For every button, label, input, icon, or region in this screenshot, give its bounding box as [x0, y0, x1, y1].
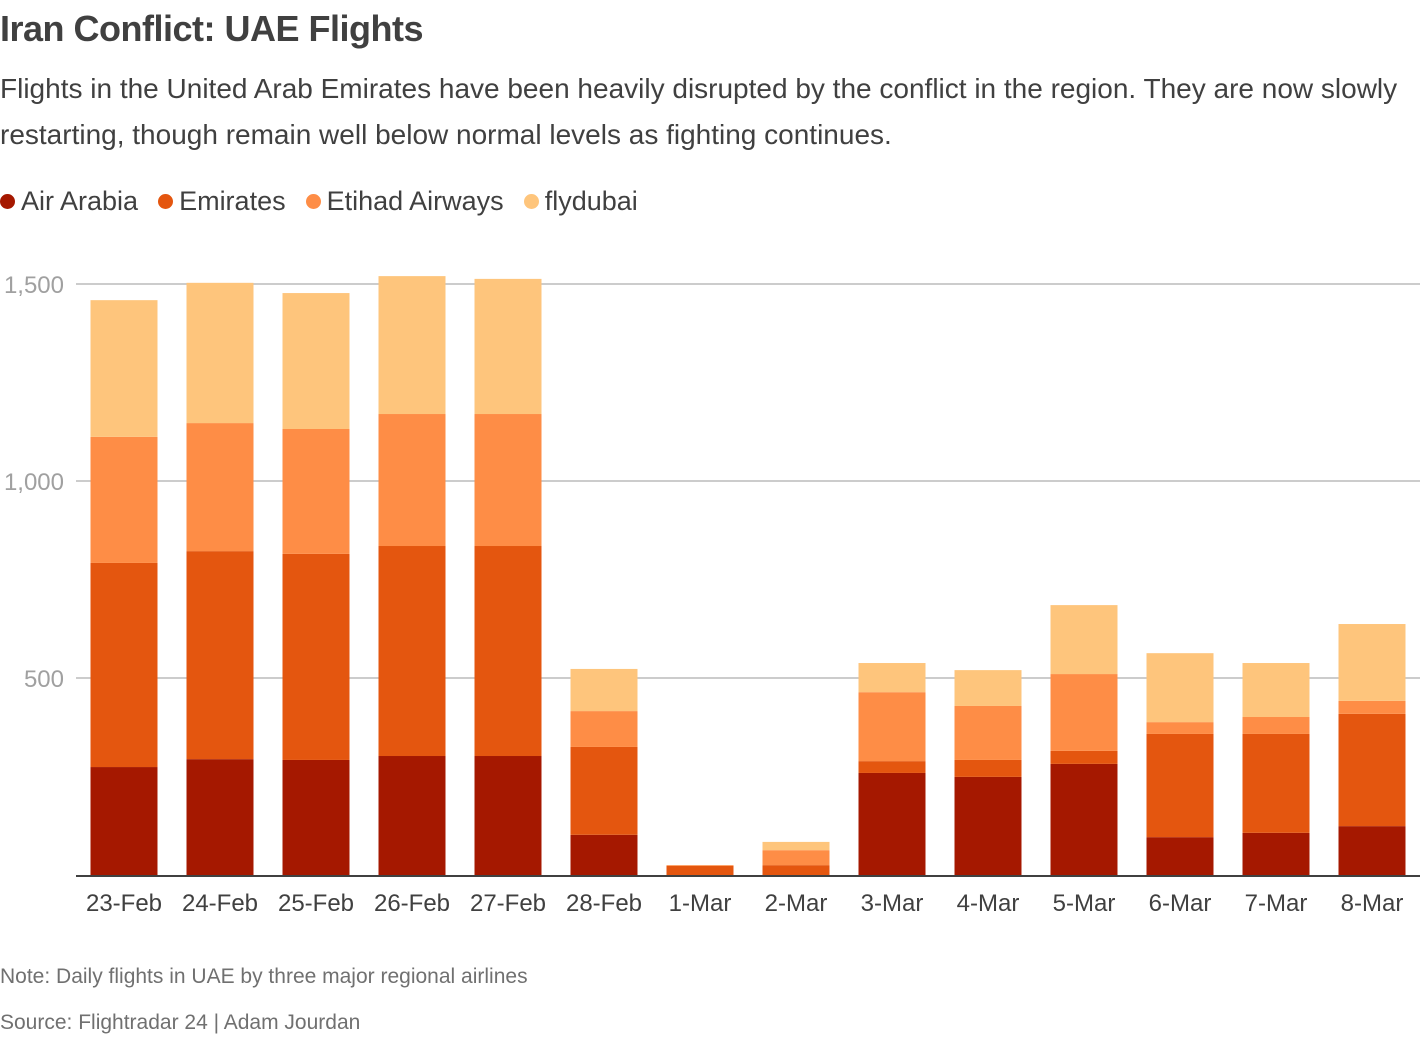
x-tick-label: 26-Feb: [374, 890, 450, 917]
bar-segment-air-arabia: [1338, 826, 1406, 875]
bar-segment-emirates: [1242, 733, 1310, 833]
bar-segment-flydubai: [1338, 624, 1406, 701]
bar-segment-flydubai: [858, 663, 926, 693]
bar-segment-flydubai: [186, 282, 254, 424]
legend-label: Air Arabia: [21, 186, 139, 216]
bar-segment-emirates: [858, 761, 926, 773]
x-tick-label: 27-Feb: [470, 890, 546, 917]
bar-segment-etihad-airways: [1050, 674, 1118, 751]
bar-segment-flydubai: [1050, 605, 1118, 675]
legend-item: Air Arabia: [0, 186, 138, 217]
chart-subtitle: Flights in the United Arab Emirates have…: [0, 73, 1398, 150]
bar-segment-flydubai: [90, 300, 158, 437]
bar-segment-etihad-airways: [570, 711, 638, 747]
bar-segment-emirates: [90, 562, 158, 768]
x-tick-label: 3-Mar: [861, 890, 924, 917]
bar-segment-etihad-airways: [474, 414, 542, 547]
bar-segment-emirates: [762, 865, 830, 875]
x-tick-label: 8-Mar: [1341, 890, 1404, 917]
stacked-bar-chart: 500 1,000 1,500 23-Feb 24-Feb 25-Feb 26-Feb 27-…: [4, 272, 1420, 917]
bar-segment-etihad-airways: [282, 428, 350, 554]
legend-item: Etihad Airways: [305, 186, 504, 217]
bar-segment-flydubai: [570, 668, 638, 712]
bar-segment-etihad-airways: [954, 705, 1022, 760]
bar-segment-air-arabia: [1146, 837, 1214, 875]
legend-label: Emirates: [179, 186, 286, 216]
bar-segment-etihad-airways: [762, 850, 830, 866]
bar-segment-emirates: [474, 546, 542, 757]
x-tick-label: 5-Mar: [1053, 890, 1116, 917]
y-tick-label: 1,000: [4, 469, 64, 496]
x-tick-label: 4-Mar: [957, 890, 1020, 917]
x-tick-label: 2-Mar: [765, 890, 828, 917]
bar-segment-etihad-airways: [1338, 700, 1406, 714]
bar-segment-flydubai: [474, 278, 542, 415]
y-tick-label: 500: [24, 666, 64, 693]
legend-label: flydubai: [544, 186, 638, 216]
x-tick-label: 7-Mar: [1245, 890, 1308, 917]
chart-source: Source: Flightradar 24 | Adam Jourdan: [0, 1011, 361, 1034]
x-tick-label: 25-Feb: [278, 890, 354, 917]
legend-dot-icon: [523, 194, 539, 209]
chart-note: Note: Daily flights in UAE by three majo…: [0, 965, 528, 988]
bar-segment-emirates: [186, 551, 254, 760]
x-tick-label: 24-Feb: [182, 890, 258, 917]
x-tick-label: 23-Feb: [86, 890, 162, 917]
bar-segment-etihad-airways: [1146, 722, 1214, 734]
bar-segment-emirates: [570, 746, 638, 835]
bar-segment-emirates: [1338, 713, 1406, 827]
bar-segment-air-arabia: [282, 759, 350, 875]
legend-dot-icon: [305, 194, 321, 209]
bar-segment-emirates: [378, 546, 446, 757]
bar-segment-air-arabia: [1050, 763, 1118, 875]
bar-segment-etihad-airways: [378, 414, 446, 547]
bar-segment-air-arabia: [1242, 832, 1310, 875]
bar-segment-air-arabia: [90, 767, 158, 875]
x-tick-label: 28-Feb: [566, 890, 642, 917]
bar-segment-etihad-airways: [666, 865, 734, 866]
bar-segment-etihad-airways: [186, 423, 254, 552]
bar-segment-flydubai: [954, 670, 1022, 706]
x-tick-label: 1-Mar: [669, 890, 732, 917]
bar-segment-etihad-airways: [90, 436, 158, 563]
bar-segment-emirates: [1050, 750, 1118, 764]
bar-segment-air-arabia: [378, 756, 446, 875]
bar-segment-air-arabia: [570, 834, 638, 875]
bar-segment-emirates: [282, 553, 350, 760]
legend-dot-icon: [158, 194, 174, 209]
bar-segment-flydubai: [282, 293, 350, 429]
legend-dot-icon: [0, 194, 15, 209]
legend: Air Arabia Emirates Etihad Airways flydubai: [0, 186, 658, 217]
bar-segment-flydubai: [1146, 653, 1214, 723]
bar-segment-emirates: [954, 759, 1022, 777]
legend-item: flydubai: [523, 186, 638, 217]
x-tick-label: 6-Mar: [1149, 890, 1212, 917]
legend-label: Etihad Airways: [326, 186, 504, 216]
bar-segment-etihad-airways: [1242, 717, 1310, 734]
bar-segment-air-arabia: [858, 772, 926, 875]
bar-segment-flydubai: [1242, 663, 1310, 718]
bar-segment-flydubai: [762, 841, 830, 851]
bar-segment-air-arabia: [954, 776, 1022, 875]
bar-segment-emirates: [1146, 733, 1214, 838]
bar-segment-emirates: [666, 865, 734, 875]
legend-item: Emirates: [158, 186, 286, 217]
bar-segment-flydubai: [378, 276, 446, 415]
chart-title: Iran Conflict: UAE Flights: [0, 8, 424, 49]
bar-segment-air-arabia: [474, 756, 542, 875]
bar-segment-etihad-airways: [858, 692, 926, 762]
bar-segment-air-arabia: [186, 759, 254, 875]
y-tick-label: 1,500: [4, 272, 64, 299]
